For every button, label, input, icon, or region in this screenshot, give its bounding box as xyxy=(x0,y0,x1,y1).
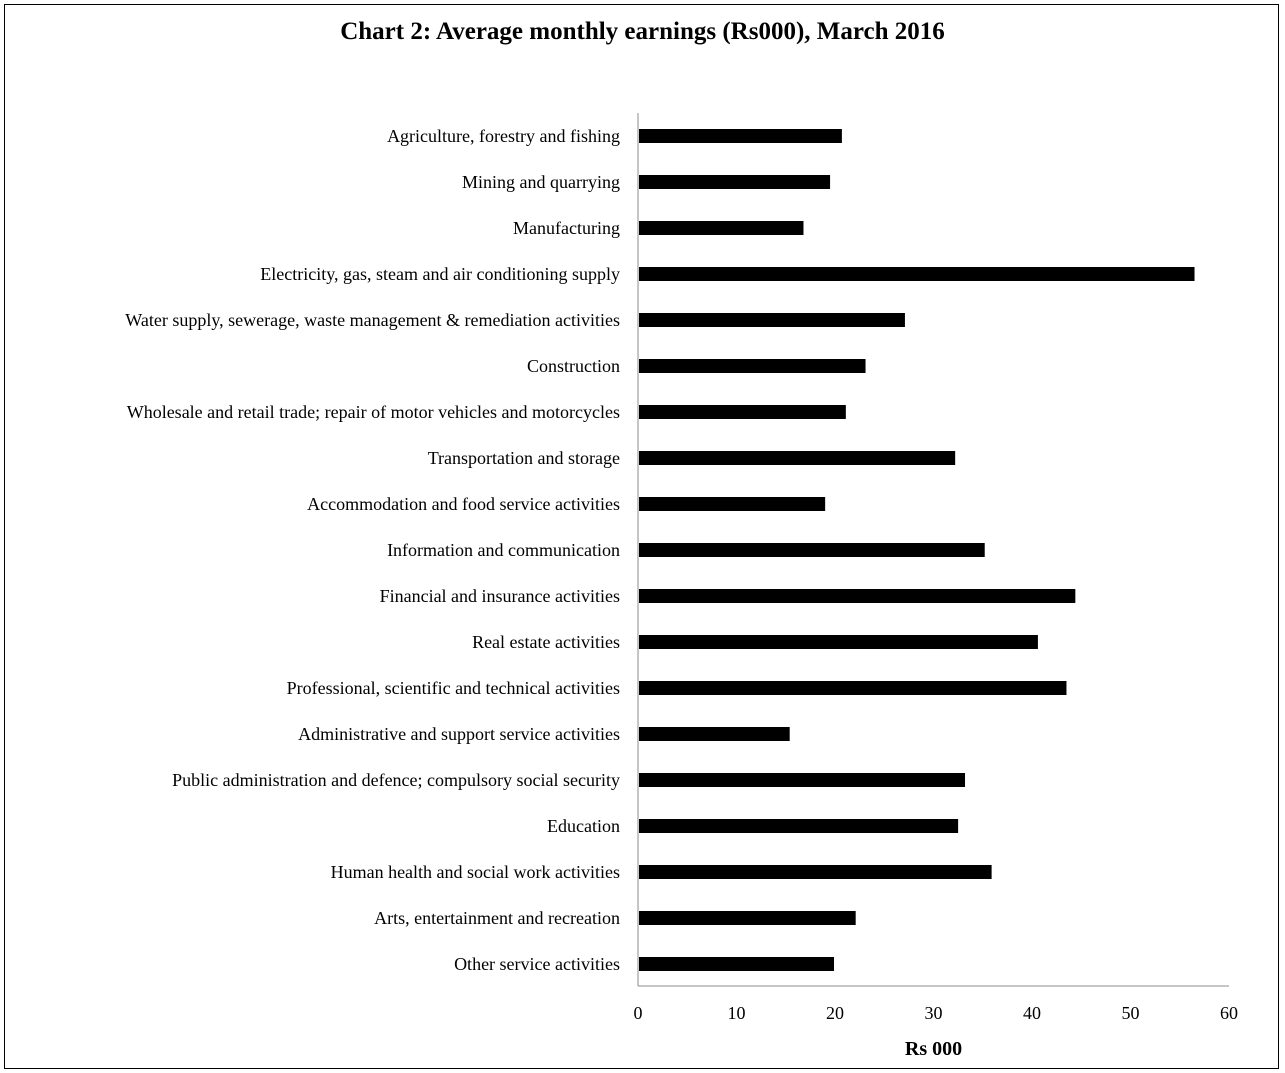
x-tick-label: 30 xyxy=(925,1003,943,1023)
category-label: Arts, entertainment and recreation xyxy=(374,908,620,928)
category-label: Information and communication xyxy=(387,540,620,560)
x-tick-label: 50 xyxy=(1122,1003,1140,1023)
category-label: Real estate activities xyxy=(472,632,620,652)
category-label: Transportation and storage xyxy=(428,448,620,468)
category-label: Other service activities xyxy=(454,954,620,974)
bar xyxy=(639,221,804,235)
category-label: Human health and social work activities xyxy=(331,862,620,882)
category-label: Professional, scientific and technical a… xyxy=(287,678,620,698)
bar xyxy=(639,543,985,557)
x-axis-title: Rs 000 xyxy=(905,1038,962,1060)
category-label: Accommodation and food service activitie… xyxy=(307,494,620,514)
x-tick-label: 0 xyxy=(634,1003,643,1023)
category-label: Financial and insurance activities xyxy=(380,586,620,606)
bar xyxy=(639,451,956,465)
bar xyxy=(639,819,959,833)
x-tick-label: 40 xyxy=(1023,1003,1041,1023)
bar xyxy=(639,267,1195,281)
category-label: Education xyxy=(547,816,620,836)
x-tick-label: 10 xyxy=(728,1003,746,1023)
bar xyxy=(639,497,826,511)
category-label: Wholesale and retail trade; repair of mo… xyxy=(127,402,620,422)
bar xyxy=(639,911,856,925)
chart-title: Chart 2: Average monthly earnings (Rs000… xyxy=(340,18,945,45)
x-tick-label: 60 xyxy=(1220,1003,1238,1023)
category-label: Manufacturing xyxy=(513,218,620,238)
bar xyxy=(639,589,1076,603)
bar xyxy=(639,405,846,419)
bar xyxy=(639,727,790,741)
category-label: Construction xyxy=(527,356,620,376)
bar xyxy=(639,773,966,787)
bar xyxy=(639,635,1038,649)
bar xyxy=(639,865,992,879)
bar xyxy=(639,175,831,189)
category-label: Administrative and support service activ… xyxy=(298,724,620,744)
category-label: Mining and quarrying xyxy=(462,172,620,192)
bar xyxy=(639,681,1067,695)
bar xyxy=(639,359,866,373)
bar xyxy=(639,957,835,971)
bar xyxy=(639,313,905,327)
bar xyxy=(639,129,842,143)
category-label: Water supply, sewerage, waste management… xyxy=(125,310,620,330)
category-label: Electricity, gas, steam and air conditio… xyxy=(260,264,620,284)
x-tick-label: 20 xyxy=(826,1003,844,1023)
category-label: Agriculture, forestry and fishing xyxy=(387,126,620,146)
category-label: Public administration and defence; compu… xyxy=(172,770,620,790)
